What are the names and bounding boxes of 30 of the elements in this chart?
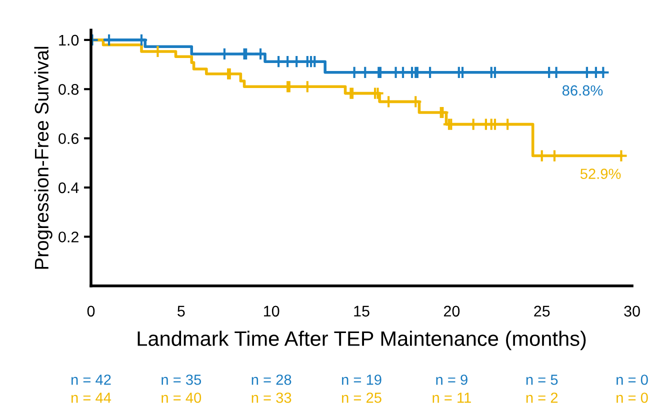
text: n = 11 [432,392,471,403]
text: n = 2 [526,392,558,403]
text: n = 40 [162,392,202,403]
y-tick-label: 0.4 [58,182,79,194]
y-axis-title: Progression-Free Survival [34,46,52,269]
data-label: 52.9% [580,168,621,179]
x-tick-label: 25 [534,306,550,317]
text: n = 5 [526,374,558,385]
text: n = 19 [342,374,382,385]
text: n = 35 [162,374,202,385]
x-tick-label: 15 [354,306,370,317]
text: n = 42 [71,374,111,385]
y-tick-label: 0.8 [58,84,79,95]
text: n = 44 [71,392,112,403]
text: n = 33 [252,392,292,403]
data-label: 86.8% [562,85,603,96]
text: n = 28 [252,374,292,385]
x-tick-label: 20 [444,306,460,317]
x-tick-label: 0 [87,306,95,317]
y-tick-label: 0.6 [58,133,79,144]
x-tick-label: 30 [624,306,640,317]
text: n = 0 [616,374,648,385]
text: n = 9 [436,374,468,385]
text: n = 25 [342,392,382,403]
x-tick-label: 10 [264,306,280,317]
x-axis-title: Landmark Time After TEP Maintenance (months) [138,330,586,350]
y-tick-label: 0.2 [58,232,78,242]
y-tick-label: 1.0 [59,34,79,46]
text: n = 0 [616,392,648,403]
x-tick-label: 5 [178,306,185,317]
